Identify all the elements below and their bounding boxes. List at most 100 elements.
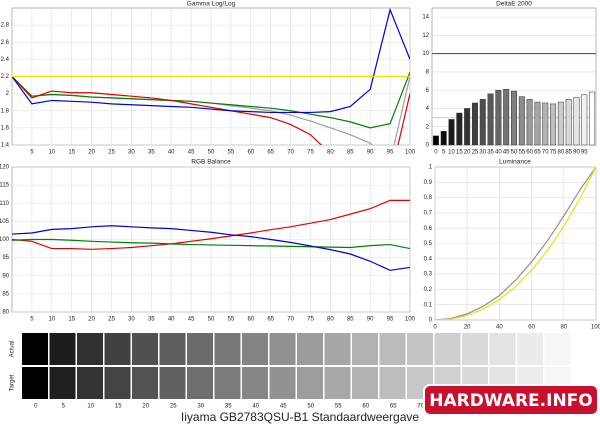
swatch [379, 367, 406, 399]
bar [573, 97, 580, 146]
x-tick-label: 40 [496, 325, 503, 331]
bar [487, 93, 494, 146]
x-tick-label: 20 [464, 325, 471, 331]
y-tick-label: 0.4 [424, 256, 433, 262]
y-tick-label: 80 [2, 310, 9, 316]
swatch [104, 367, 131, 399]
x-tick-label: 60 [526, 150, 533, 156]
swatch-label: 45 [280, 404, 287, 410]
swatch [132, 367, 158, 399]
bar [518, 96, 525, 146]
swatch-label: 60 [362, 404, 369, 410]
x-tick-label: 25 [472, 150, 479, 156]
x-tick-label: 70 [287, 317, 294, 323]
y-tick-label: 110 [0, 201, 10, 207]
series-line [12, 76, 410, 145]
swatch [517, 333, 543, 365]
x-tick-label: 70 [542, 150, 549, 156]
chart-title: Luminance [499, 159, 531, 166]
x-tick-label: 55 [518, 150, 525, 156]
bar [440, 131, 447, 146]
swatch [297, 367, 323, 399]
logo: HARDWARE.INFO [429, 391, 593, 411]
y-tick-label: 100 [0, 237, 10, 243]
y-tick-label: 0.2 [424, 287, 433, 293]
bar [495, 89, 502, 146]
y-tick-label: 0.6 [424, 226, 433, 232]
series-line [12, 238, 410, 250]
x-tick-label: 40 [168, 150, 175, 156]
x-tick-label: 85 [347, 317, 354, 323]
series-line [435, 167, 596, 320]
bar [589, 91, 596, 146]
x-tick-label: 0 [434, 150, 438, 156]
y-tick-label: 1.6 [1, 125, 10, 131]
swatch [187, 333, 213, 365]
swatch [159, 367, 186, 399]
swatch [77, 333, 103, 365]
swatch [462, 333, 488, 365]
y-tick-label: 12 [422, 33, 429, 39]
swatch [489, 333, 516, 365]
swatch [187, 367, 213, 399]
x-tick-label: 20 [88, 150, 95, 156]
x-tick-label: 85 [347, 150, 354, 156]
y-tick-label: 0 [426, 143, 430, 149]
x-tick-label: 60 [247, 317, 254, 323]
swatch [352, 333, 378, 365]
row-label: Actual [10, 341, 16, 358]
x-tick-label: 45 [188, 317, 195, 323]
swatch [132, 333, 158, 365]
chart-title: Gamma Log/Log [187, 1, 236, 8]
swatch [104, 333, 131, 365]
y-tick-label: 85 [2, 291, 9, 297]
y-tick-label: 105 [0, 219, 10, 225]
x-tick-label: 90 [367, 317, 374, 323]
x-tick-label: 50 [208, 317, 215, 323]
x-tick-label: 55 [228, 317, 235, 323]
x-tick-label: 25 [108, 317, 115, 323]
row-label: Target [10, 374, 16, 391]
swatch-label: 0 [34, 404, 38, 410]
x-tick-label: 90 [573, 150, 580, 156]
y-tick-label: 115 [0, 183, 10, 189]
y-tick-label: 1.8 [1, 108, 10, 114]
x-tick-label: 40 [168, 317, 175, 323]
x-tick-label: 80 [327, 317, 334, 323]
x-tick-label: 80 [560, 325, 567, 331]
y-tick-label: 2.8 [1, 23, 10, 29]
x-tick-label: 95 [581, 150, 588, 156]
y-tick-label: 10 [422, 51, 429, 57]
y-tick-label: 0.7 [424, 210, 433, 216]
swatch-label: 15 [115, 404, 122, 410]
swatch [159, 333, 186, 365]
x-tick-label: 45 [503, 150, 510, 156]
bar [526, 99, 533, 146]
series-line [12, 72, 410, 129]
bar [432, 135, 439, 146]
swatch-label: 25 [170, 404, 177, 410]
x-tick-label: 65 [534, 150, 541, 156]
caption: Iiyama GB2783QSU-B1 Standaardweergave [181, 410, 419, 424]
swatch [572, 333, 598, 365]
series-line [12, 8, 410, 114]
swatch-label: 55 [335, 404, 342, 410]
series-line [12, 199, 410, 250]
y-tick-label: 0.1 [424, 302, 433, 308]
x-tick-label: 50 [511, 150, 518, 156]
x-tick-label: 5 [30, 150, 34, 156]
x-tick-label: 95 [387, 317, 394, 323]
x-tick-label: 35 [148, 150, 155, 156]
bar [503, 89, 510, 146]
x-tick-label: 15 [68, 150, 75, 156]
x-tick-label: 60 [247, 150, 254, 156]
bar [542, 102, 549, 146]
swatch [242, 333, 268, 365]
x-tick-label: 65 [267, 150, 274, 156]
swatch [22, 333, 48, 365]
y-tick-label: 1 [429, 165, 433, 171]
chart-title: DeltaE 2000 [496, 1, 532, 8]
x-tick-label: 80 [558, 150, 565, 156]
swatch-label: 5 [62, 404, 66, 410]
swatch-label: 30 [197, 404, 204, 410]
